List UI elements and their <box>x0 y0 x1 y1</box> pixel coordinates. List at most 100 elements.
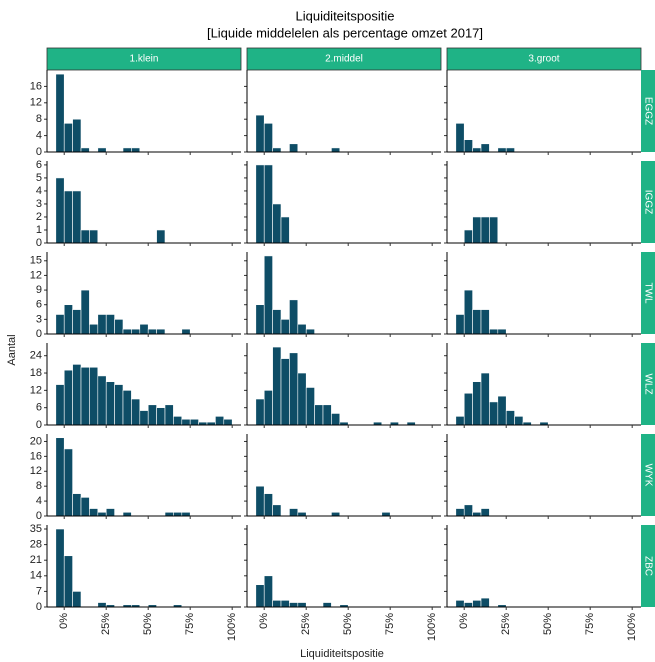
bar <box>289 602 299 608</box>
row-strip <box>641 525 655 607</box>
bar <box>63 123 73 153</box>
x-tick-label: 75% <box>584 613 596 635</box>
bar <box>280 319 290 335</box>
bar <box>80 289 90 335</box>
bar <box>480 309 490 335</box>
column-strip-label: 1.klein <box>130 54 159 65</box>
bar <box>489 401 499 426</box>
column-strip-label: 2.middel <box>325 54 363 65</box>
bar <box>105 314 115 335</box>
y-tick-label: 20 <box>30 435 42 447</box>
bar <box>472 381 482 426</box>
bar <box>72 118 82 153</box>
bar <box>114 384 124 426</box>
y-tick-label: 4 <box>36 185 42 197</box>
row-strip-label: EGGZ <box>642 97 653 125</box>
bar <box>297 372 307 426</box>
bar <box>272 346 282 426</box>
bar <box>89 366 99 426</box>
bar <box>80 497 90 517</box>
bar <box>189 418 199 426</box>
bar <box>63 190 73 244</box>
bar <box>305 328 315 335</box>
x-tick-label: 100% <box>426 613 438 641</box>
bar <box>455 123 465 153</box>
row-strip-label: WLZ <box>642 373 653 394</box>
bar <box>472 216 482 244</box>
y-tick-label: 8 <box>36 480 42 492</box>
bar <box>322 404 332 426</box>
x-tick-label: 25% <box>100 613 112 635</box>
bar <box>181 418 191 426</box>
x-tick-label: 0% <box>58 613 70 629</box>
y-tick-label: 4 <box>36 495 42 507</box>
bar <box>97 147 107 153</box>
bar <box>272 203 282 244</box>
bar <box>89 229 99 244</box>
bar <box>156 407 166 426</box>
bar <box>181 511 191 517</box>
bar <box>331 413 341 426</box>
y-tick-label: 4 <box>36 130 42 142</box>
bar <box>156 229 166 244</box>
bar <box>272 309 282 335</box>
bar <box>255 114 265 153</box>
y-tick-label: 2 <box>36 211 42 223</box>
bar <box>72 493 82 517</box>
x-tick-label: 50% <box>342 613 354 635</box>
bar <box>55 177 65 244</box>
bar <box>489 328 499 335</box>
bar <box>463 229 473 244</box>
bar <box>173 416 183 426</box>
row-strip <box>641 252 655 334</box>
bar <box>272 600 282 608</box>
bar <box>272 504 282 517</box>
bar <box>263 390 273 426</box>
bar <box>131 398 141 426</box>
bar <box>139 410 149 426</box>
bar <box>463 392 473 426</box>
bar <box>280 216 290 244</box>
bar <box>331 511 341 517</box>
bar <box>89 508 99 517</box>
bar <box>263 123 273 153</box>
bar <box>215 416 225 426</box>
bar <box>297 511 307 517</box>
bar <box>289 299 299 335</box>
bar <box>97 375 107 426</box>
bar <box>314 404 324 426</box>
bar <box>480 143 490 153</box>
bar <box>455 508 465 517</box>
bar <box>72 591 82 608</box>
bar <box>255 304 265 335</box>
bar <box>297 323 307 335</box>
bar <box>122 328 132 335</box>
bar <box>289 508 299 517</box>
bar <box>480 597 490 608</box>
bar <box>505 147 515 153</box>
bar <box>131 328 141 335</box>
bar <box>89 323 99 335</box>
x-tick-label: 0% <box>458 613 470 629</box>
bar <box>480 216 490 244</box>
bar <box>455 416 465 426</box>
y-tick-label: 0 <box>36 510 42 522</box>
bar <box>55 314 65 335</box>
bar <box>455 600 465 608</box>
bar <box>322 602 332 608</box>
bar <box>122 147 132 153</box>
bar <box>280 600 290 608</box>
x-tick-label: 75% <box>184 613 196 635</box>
bar <box>472 511 482 517</box>
y-tick-label: 5 <box>36 172 42 184</box>
bar <box>223 418 233 426</box>
bar <box>472 600 482 608</box>
bar <box>272 147 282 153</box>
bar <box>289 143 299 153</box>
chart-title: Liquiditeitspositie <box>295 8 394 23</box>
bar <box>463 602 473 608</box>
x-tick-label: 50% <box>142 613 154 635</box>
bar <box>181 328 191 335</box>
x-tick-label: 0% <box>258 613 270 629</box>
